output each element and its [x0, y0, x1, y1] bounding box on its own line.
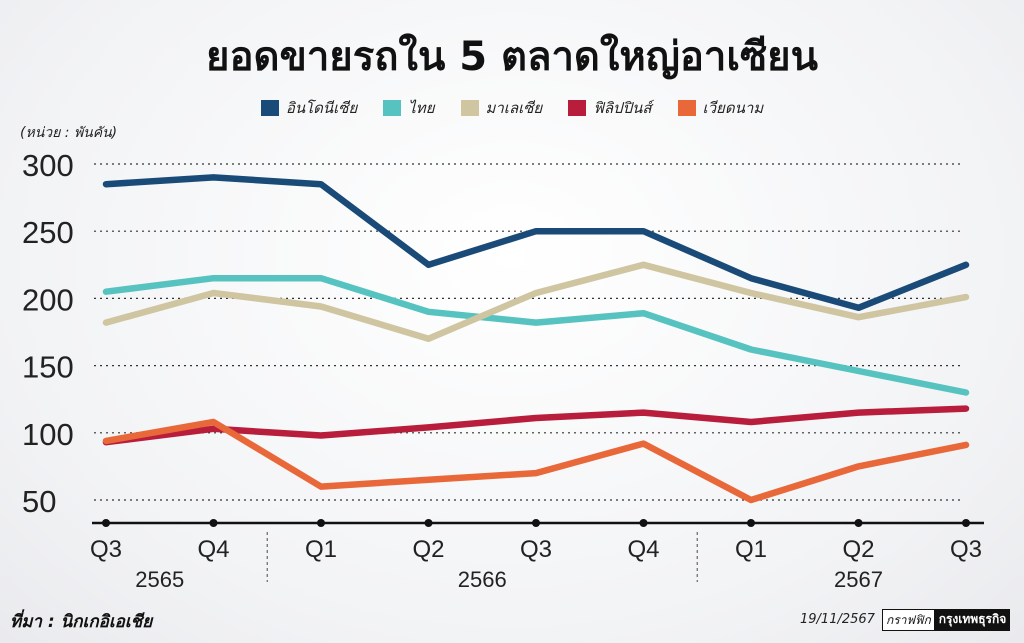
chart-title: ยอดขายรถใน 5 ตลาดใหญ่อาเซียน	[206, 34, 818, 80]
legend-label: มาเลเซีย	[485, 99, 543, 117]
legend-swatch	[460, 100, 479, 116]
x-axis-tick	[102, 519, 110, 527]
legend-swatch	[568, 100, 587, 116]
series-line	[102, 274, 970, 396]
brand-logo: กราฟฟิก กรุงเทพธุรกิจ	[882, 609, 1011, 631]
unit-label: (หน่วย : พันคัน)	[20, 125, 118, 141]
y-tick-label: 150	[22, 350, 74, 385]
x-axis-tick	[532, 519, 540, 527]
year-label: 2565	[135, 567, 184, 592]
legend-swatch	[260, 100, 279, 116]
legend-swatch	[677, 100, 696, 116]
year-label: 2566	[458, 567, 507, 592]
x-axis-tick	[962, 519, 970, 527]
y-tick-label: 50	[22, 484, 56, 519]
legend-swatch	[383, 100, 402, 116]
y-tick-label: 100	[22, 417, 74, 452]
series-line	[102, 174, 970, 312]
y-tick-label: 250	[22, 215, 74, 250]
x-axis-tick	[854, 519, 863, 527]
x-axis-tick	[317, 519, 325, 527]
series-line	[102, 418, 970, 504]
x-tick-label: Q4	[627, 536, 659, 563]
legend-item: ไทย	[383, 96, 435, 120]
x-axis-tick	[747, 519, 755, 527]
y-tick-label: 300	[22, 148, 74, 183]
publish-date: 19/11/2567	[800, 612, 875, 627]
series-line	[102, 405, 970, 446]
brand-name: กรุงเทพธุรกิจ	[934, 609, 1011, 631]
x-tick-label: Q2	[842, 536, 874, 563]
x-tick-label: Q3	[90, 536, 122, 563]
legend-label: ไทย	[408, 99, 435, 117]
legend: อินโดนีเซีย ไทย มาเลเซีย ฟิลิปปินส์ เวียดนาม	[0, 96, 1024, 120]
x-axis-tick	[209, 519, 218, 527]
x-tick-label: Q4	[197, 536, 229, 563]
x-axis-tick	[424, 519, 433, 527]
x-tick-label: Q1	[305, 536, 337, 563]
legend-label: เวียดนาม	[702, 99, 764, 117]
source-note: ที่มา : นิกเกอิเอเชีย	[10, 612, 153, 632]
x-tick-label: Q3	[520, 536, 552, 563]
x-tick-label: Q1	[735, 536, 767, 563]
legend-item: เวียดนาม	[677, 96, 764, 120]
year-label: 2567	[834, 567, 883, 592]
x-tick-label: Q3	[950, 536, 982, 563]
series-line	[102, 261, 970, 342]
legend-label: ฟิลิปปินส์	[593, 99, 652, 117]
legend-label: อินโดนีเซีย	[285, 99, 358, 117]
legend-item: มาเลเซีย	[460, 96, 543, 120]
legend-item: อินโดนีเซีย	[260, 96, 358, 120]
brand-graphic-label: กราฟฟิก	[882, 609, 935, 631]
x-axis-tick	[639, 519, 648, 527]
legend-item: ฟิลิปปินส์	[568, 96, 652, 120]
y-tick-label: 200	[22, 282, 74, 317]
x-tick-label: Q2	[412, 536, 444, 563]
